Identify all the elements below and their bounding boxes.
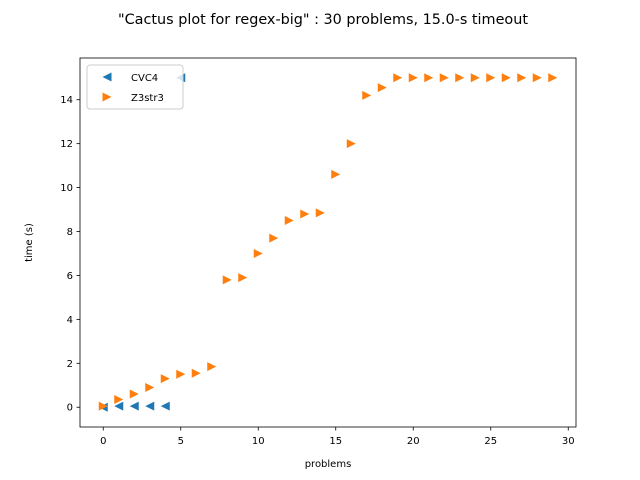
y-axis: 0 2 4 6 8 10 12 14 bbox=[60, 95, 80, 414]
z3str3-point bbox=[98, 401, 108, 411]
z3str3-point bbox=[145, 382, 155, 392]
legend-marker-z3str3 bbox=[102, 92, 112, 102]
x-tick-label: 25 bbox=[484, 436, 497, 447]
legend-marker-cvc4 bbox=[102, 72, 112, 82]
data-points bbox=[98, 73, 558, 412]
z3str3-point bbox=[439, 73, 449, 83]
z3str3-point bbox=[114, 395, 124, 405]
z3str3-point bbox=[408, 73, 418, 83]
y-tick-label: 14 bbox=[60, 95, 73, 106]
z3str3-point bbox=[284, 216, 294, 226]
x-tick-label: 10 bbox=[252, 436, 265, 447]
z3str3-point bbox=[393, 73, 403, 83]
y-tick-label: 6 bbox=[67, 271, 73, 282]
y-tick-label: 4 bbox=[67, 315, 73, 326]
z3str3-point bbox=[300, 209, 310, 219]
z3str3-point bbox=[377, 83, 387, 93]
x-axis-label: problems bbox=[305, 459, 352, 470]
x-tick-label: 0 bbox=[100, 436, 106, 447]
z3str3-point bbox=[253, 248, 263, 258]
y-tick-label: 10 bbox=[60, 183, 73, 194]
z3str3-point bbox=[362, 90, 372, 100]
z3str3-point bbox=[269, 233, 279, 243]
z3str3-point bbox=[470, 73, 480, 83]
z3str3-point bbox=[486, 73, 496, 83]
y-axis-label: time (s) bbox=[24, 223, 35, 262]
z3str3-point bbox=[455, 73, 465, 83]
y-tick-label: 8 bbox=[67, 227, 73, 238]
legend[interactable]: CVC4 Z3str3 bbox=[86, 64, 184, 110]
z3str3-point bbox=[207, 362, 217, 372]
cvc4-point bbox=[145, 401, 155, 411]
x-tick-label: 15 bbox=[329, 436, 342, 447]
x-tick-label: 20 bbox=[407, 436, 420, 447]
plot-area bbox=[79, 57, 577, 428]
cvc4-point bbox=[160, 401, 170, 411]
z3str3-point bbox=[424, 73, 434, 83]
z3str3-point bbox=[532, 73, 542, 83]
z3str3-point bbox=[176, 369, 186, 379]
cvc4-point bbox=[129, 401, 139, 411]
z3str3-point bbox=[222, 275, 232, 285]
z3str3-point bbox=[501, 73, 511, 83]
z3str3-point bbox=[191, 368, 201, 378]
legend-label-z3str3: Z3str3 bbox=[131, 93, 164, 104]
x-axis: 0 5 10 15 20 25 30 bbox=[100, 427, 575, 447]
z3str3-point bbox=[346, 139, 356, 149]
z3str3-point bbox=[238, 273, 248, 283]
z3str3-point bbox=[129, 389, 139, 399]
chart-title: "Cactus plot for regex-big" : 30 problem… bbox=[118, 12, 528, 28]
x-tick-label: 30 bbox=[562, 436, 575, 447]
y-tick-label: 2 bbox=[67, 359, 73, 370]
z3str3-point bbox=[331, 169, 341, 179]
z3str3-point bbox=[315, 208, 325, 218]
x-tick-label: 5 bbox=[178, 436, 184, 447]
z3str3-point bbox=[548, 73, 558, 83]
cvc4-point bbox=[114, 401, 124, 411]
z3str3-point bbox=[517, 73, 527, 83]
legend-label-cvc4: CVC4 bbox=[131, 73, 158, 84]
z3str3-point bbox=[160, 374, 170, 384]
y-tick-label: 12 bbox=[60, 139, 73, 150]
y-tick-label: 0 bbox=[67, 403, 73, 414]
